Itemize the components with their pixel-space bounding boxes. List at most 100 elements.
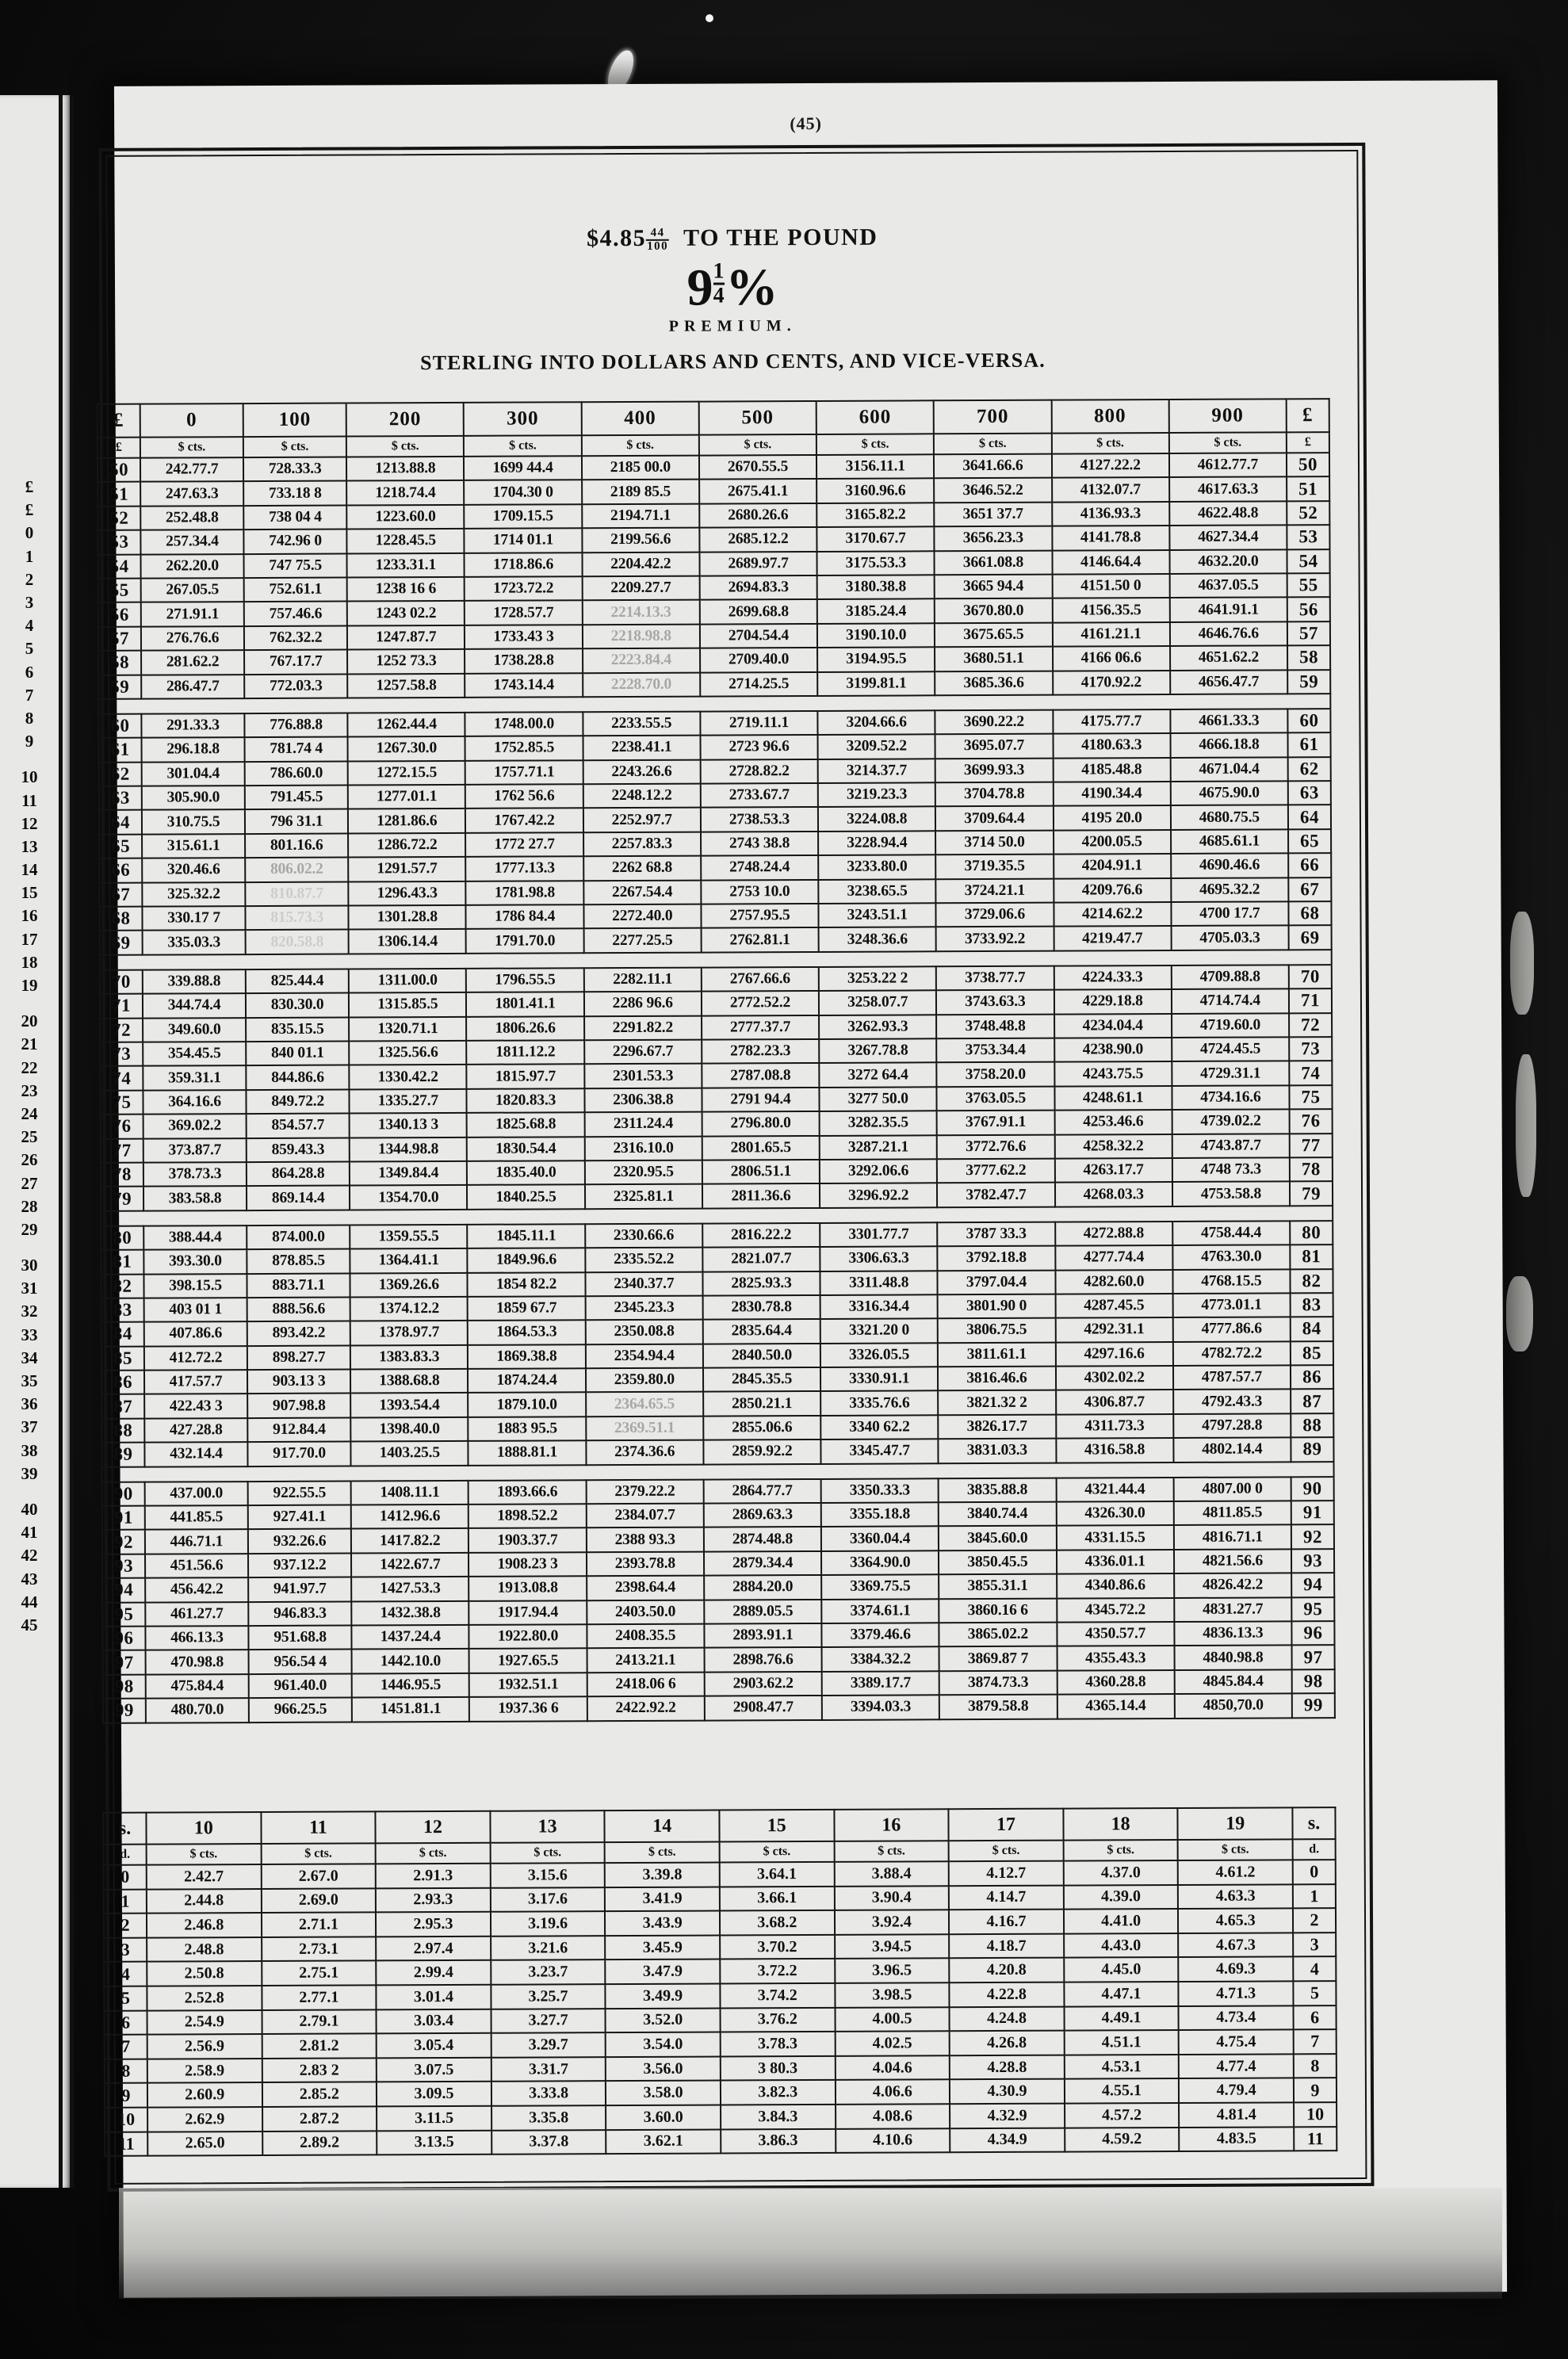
cell-value: 2204.42.2 [582, 552, 700, 577]
cell-value: 3219.23.3 [817, 782, 936, 808]
cell-value: 2850.21.1 [702, 1391, 821, 1417]
cell-value: 3.84.3 [721, 2104, 836, 2130]
cell-value: 3656.23.3 [934, 526, 1053, 551]
unit-corner-left: £ [97, 437, 140, 458]
cell-value: 2699.68.8 [699, 599, 817, 625]
facing-page-pound-value: 8 [25, 708, 34, 728]
cell-value: 1306.14.4 [348, 929, 467, 954]
cell-value: 3821.32 2 [938, 1390, 1056, 1416]
cell-value: 2272.40.0 [583, 904, 702, 929]
cell-value: 4146.64.4 [1052, 549, 1170, 575]
column-header-900: 900 [1168, 399, 1287, 434]
facing-page-pound-value: 26 [21, 1150, 38, 1170]
cell-value: 1301.28.8 [348, 904, 467, 930]
cell-value: 1840.25.5 [467, 1184, 585, 1210]
cell-value: 1849.96.6 [467, 1248, 586, 1273]
cell-value: 4302.02.2 [1055, 1366, 1173, 1391]
row-label-right: 10 [1294, 2102, 1337, 2127]
cell-value: 4345.72.2 [1056, 1597, 1175, 1623]
scan-artifact-speck [706, 14, 713, 22]
facing-page-pound-value: 30 [21, 1256, 38, 1275]
cell-value: 907.98.8 [247, 1393, 351, 1418]
cell-value: 1228.45.5 [346, 529, 465, 554]
cell-value: 1223.60.0 [346, 504, 465, 530]
edge-artifact-3 [1506, 1276, 1533, 1352]
cell-value: 1806.26.6 [466, 1015, 584, 1041]
cell-value: 4850,70.0 [1174, 1693, 1292, 1719]
cell-value: 2.93.3 [376, 1887, 491, 1913]
cell-value: 4.28.8 [949, 2055, 1065, 2080]
cell-value: 4758.44.4 [1172, 1221, 1291, 1246]
cell-value: 1830.54.4 [467, 1136, 585, 1161]
cell-value: 4263.17.7 [1054, 1157, 1172, 1183]
cell-value: 3350.33.3 [820, 1478, 939, 1503]
row-label-right: 62 [1287, 756, 1331, 782]
cell-value: 3.49.9 [605, 1983, 721, 2009]
row-label-right: 73 [1289, 1037, 1333, 1061]
cell-value: 2248.12.2 [583, 783, 701, 809]
cell-value: 4792.43.3 [1172, 1389, 1291, 1414]
row-label-right: 81 [1290, 1244, 1333, 1269]
row-label-left: 74 [100, 1066, 143, 1091]
cell-value: 3345.47.7 [820, 1439, 939, 1464]
cell-value: 4836.13.3 [1174, 1621, 1292, 1646]
cell-value: 2.71.1 [261, 1912, 377, 1937]
cell-value: 388.44.4 [143, 1225, 247, 1250]
cell-value: 1869.38.8 [468, 1344, 586, 1369]
cell-value: 869.14.4 [247, 1185, 350, 1210]
cell-value: 4768.15.5 [1172, 1268, 1291, 1294]
cell-value: 3185.24.4 [817, 598, 935, 624]
cell-value: 4.10.6 [835, 2128, 950, 2153]
cell-value: 4.51.1 [1064, 2030, 1180, 2055]
cell-value: 373.87.7 [143, 1137, 247, 1163]
unit-label: $ cts. [146, 1844, 262, 1865]
row-label-left: 50 [97, 457, 141, 483]
cell-value: 1359.55.5 [350, 1224, 468, 1249]
cell-value: 3840.74.4 [939, 1501, 1057, 1527]
cell-value: 1728.57.7 [465, 600, 583, 625]
cell-value: 4632.20.0 [1169, 549, 1287, 574]
row-label-left: 65 [99, 834, 143, 859]
cell-value: 1903.37.7 [468, 1527, 587, 1553]
cell-value: 3330.91.1 [820, 1367, 939, 1392]
cell-value: 3709.64.4 [935, 806, 1054, 832]
row-label-left: 54 [98, 554, 141, 579]
cell-value: 4700 17.7 [1171, 901, 1289, 927]
cell-value: 4340.86.6 [1056, 1573, 1175, 1599]
facing-page-pound-value: 6 [25, 662, 34, 682]
cell-value: 3.58.0 [606, 2080, 721, 2106]
cell-value: 3855.31.1 [939, 1573, 1057, 1599]
cell-value: 398.15.5 [143, 1273, 247, 1298]
cell-value: 4840.98.8 [1174, 1645, 1292, 1670]
row-label-left: 75 [100, 1090, 143, 1115]
cell-value: 1777.13.3 [465, 856, 583, 881]
cell-value: 1718.86.6 [464, 552, 583, 577]
cell-value: 2855.06.6 [703, 1415, 821, 1440]
cell-value: 1252 73.3 [347, 649, 465, 675]
column-header-14: 14 [604, 1810, 720, 1843]
cell-value: 3.56.0 [606, 2056, 721, 2082]
cell-value: 2.83 2 [262, 2058, 377, 2083]
cell-value: 2777.37.7 [701, 1015, 820, 1040]
cell-value: 2845.35.5 [702, 1367, 821, 1393]
cell-value: 4816.71.1 [1173, 1524, 1291, 1550]
row-label-left: 72 [100, 1018, 143, 1042]
cell-value: 4311.73.3 [1055, 1413, 1174, 1439]
cell-value: 276.76.6 [140, 625, 245, 651]
cell-value: 4229.18.8 [1054, 989, 1172, 1015]
row-label-left: 93 [102, 1554, 146, 1579]
cell-value: 3267.78.8 [819, 1038, 937, 1064]
facing-page-pound-value: 17 [21, 929, 38, 949]
cell-value: 2223.84.4 [582, 648, 701, 673]
cell-value: 937.12.2 [248, 1553, 352, 1578]
row-label-right: 99 [1291, 1693, 1335, 1718]
rate-fraction: 44 100 [646, 227, 670, 254]
cell-value: 3.45.9 [605, 1935, 721, 1960]
cell-value: 437.00.0 [144, 1481, 248, 1506]
cell-value: 1378.97.7 [350, 1321, 468, 1346]
cell-value: 2214.13.3 [582, 599, 700, 625]
cell-value: 2.99.4 [376, 1960, 491, 1986]
cell-value: 1349.84.4 [350, 1160, 468, 1186]
cell-value: 3879.58.8 [939, 1694, 1057, 1719]
cell-value: 4.53.1 [1064, 2054, 1180, 2079]
